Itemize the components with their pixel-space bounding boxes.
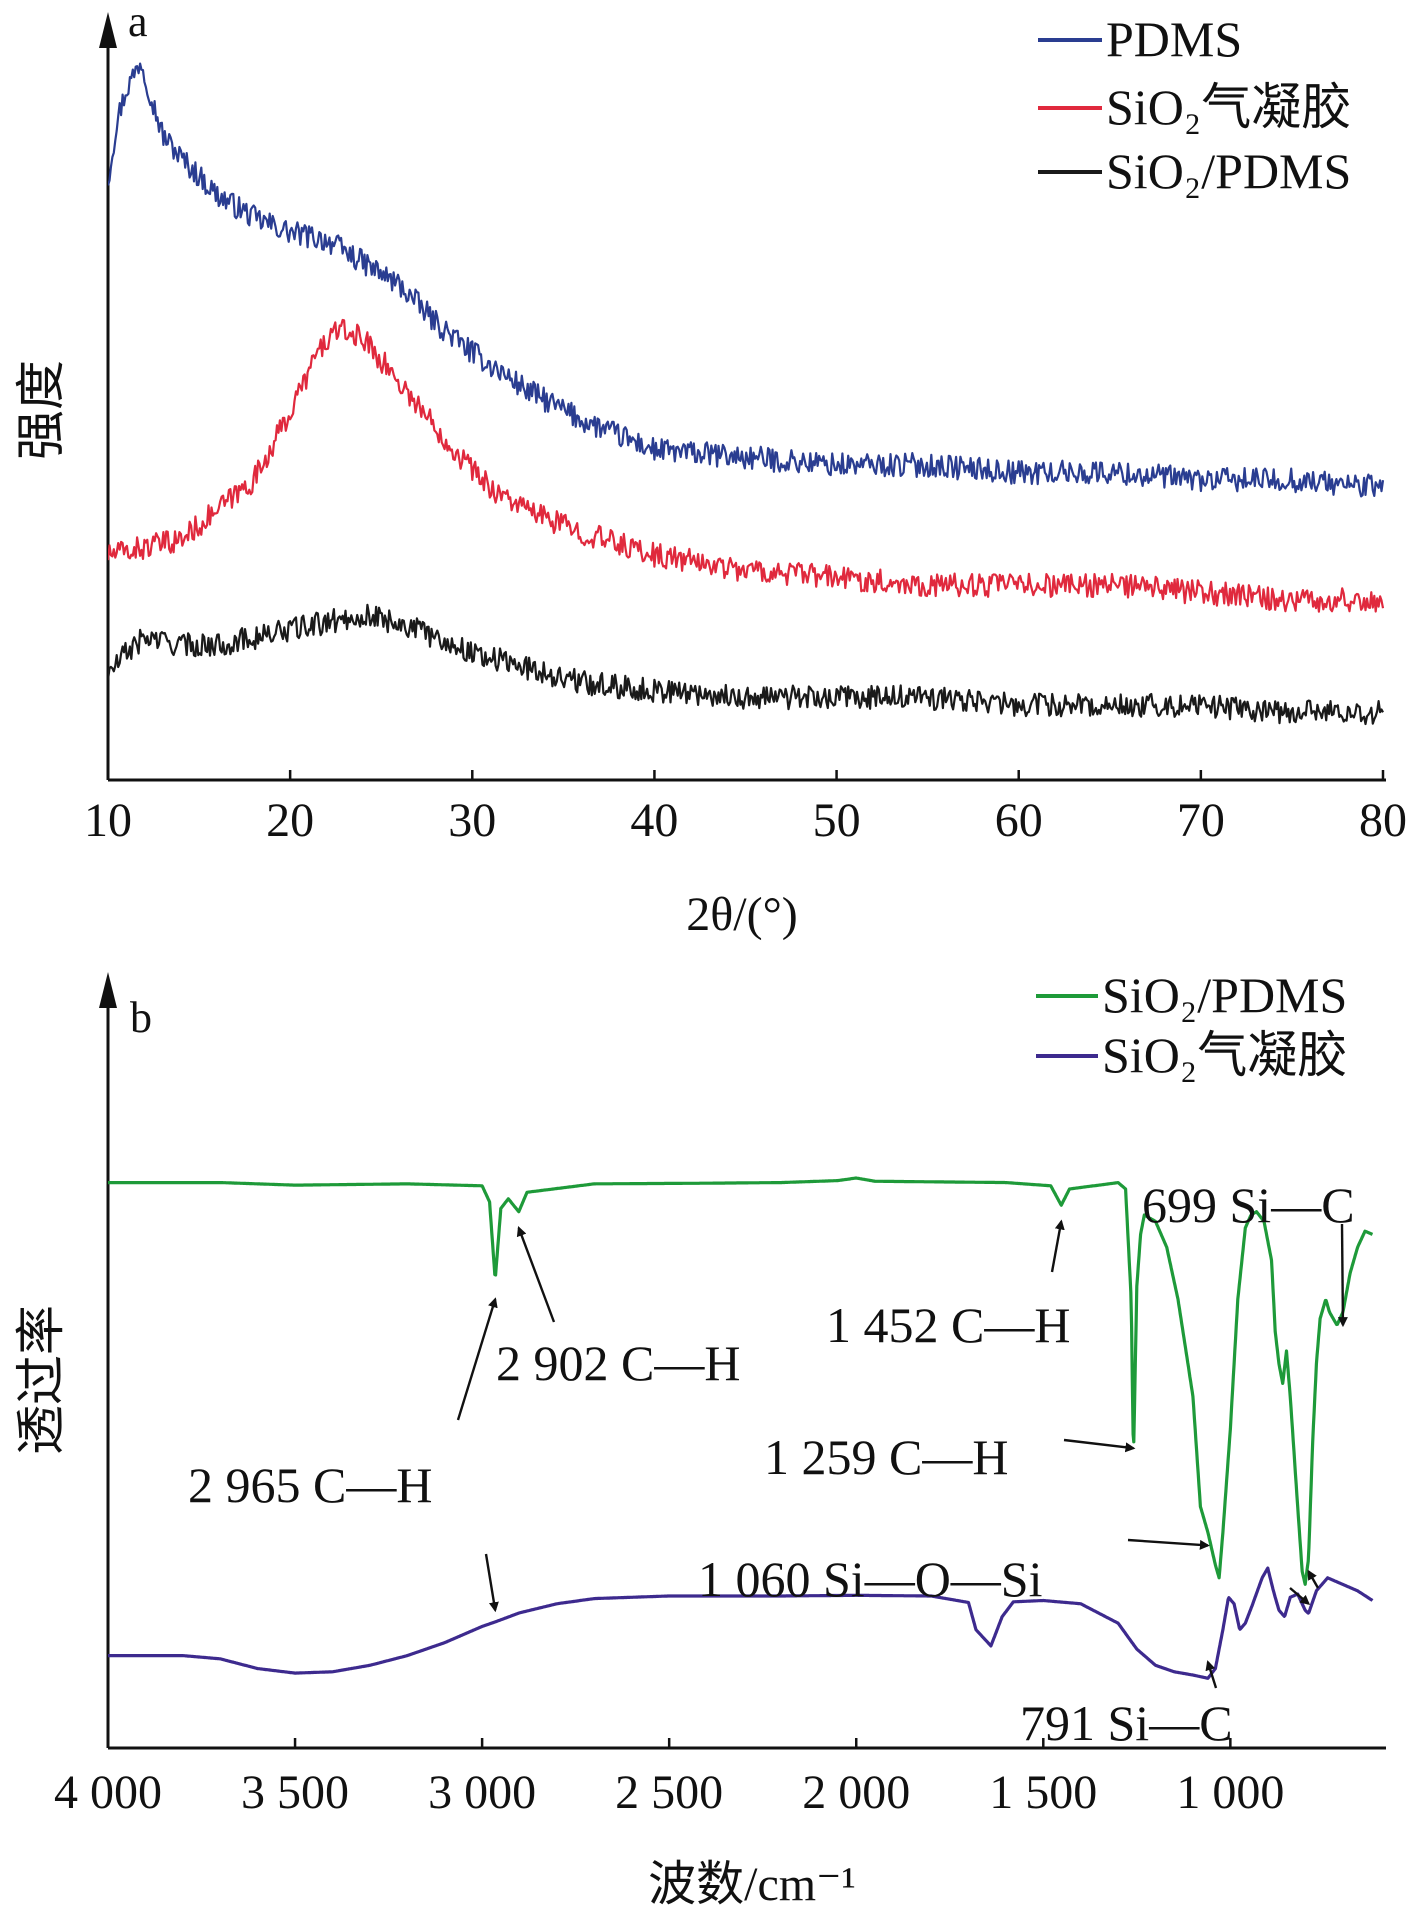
b-arrow-8 bbox=[1307, 1569, 1320, 1589]
b-x-tick-label-4: 2 000 bbox=[802, 1766, 910, 1819]
b-x-tick-label-0: 4 000 bbox=[54, 1766, 162, 1819]
a-legend-label-2: SiO₂/PDMS bbox=[1106, 143, 1351, 199]
a-series-line-1 bbox=[108, 318, 1385, 613]
a-x-tick-label-6: 70 bbox=[1177, 794, 1225, 847]
b-x-ticks: 4 000 3 500 3 000 2 500 2 000 1 500 1 000 bbox=[54, 1738, 1284, 1819]
b-arrow-4 bbox=[1063, 1438, 1136, 1453]
b-arrow-0 bbox=[456, 1297, 498, 1421]
b-arrow-9 bbox=[1289, 1587, 1311, 1606]
b-arrow-7 bbox=[1337, 1223, 1348, 1328]
annotation-1259: 1 259 C—H bbox=[764, 1429, 1008, 1485]
a-legend: PDMS SiO₂气凝胶 SiO₂/PDMS bbox=[1038, 11, 1351, 199]
annotation-1452: 1 452 C—H bbox=[826, 1297, 1070, 1353]
a-x-ticks: 10 20 30 40 50 60 70 80 bbox=[84, 770, 1407, 847]
a-legend-label-1: SiO₂气凝胶 bbox=[1106, 79, 1351, 135]
b-series-line-0 bbox=[108, 1176, 1374, 1586]
a-x-tick-label-1: 20 bbox=[266, 794, 314, 847]
a-legend-label-0: PDMS bbox=[1106, 11, 1242, 67]
a-x-tick-label-2: 30 bbox=[448, 794, 496, 847]
b-legend: SiO₂/PDMS SiO₂气凝胶 bbox=[1036, 967, 1347, 1083]
a-x-tick-label-7: 80 bbox=[1359, 794, 1407, 847]
b-series-group bbox=[108, 1176, 1374, 1680]
b-series-line-1 bbox=[108, 1566, 1374, 1680]
panel-b: b 4 000 3 500 3 000 2 500 2 000 1 500 1 000 波数… bbox=[13, 967, 1386, 1911]
annotation-2902: 2 902 C—H bbox=[496, 1335, 740, 1391]
b-y-axis-arrow bbox=[99, 972, 117, 1008]
b-legend-label-0: SiO₂/PDMS bbox=[1102, 967, 1347, 1023]
a-y-axis-arrow bbox=[99, 12, 117, 48]
b-x-tick-label-6: 1 000 bbox=[1176, 1766, 1284, 1819]
a-series-group bbox=[108, 62, 1385, 726]
b-arrow-3 bbox=[1050, 1219, 1065, 1273]
b-y-axis-label: 透过率 bbox=[13, 1305, 69, 1455]
a-x-tick-label-4: 50 bbox=[813, 794, 861, 847]
a-y-axis-label: 强度 bbox=[13, 360, 69, 460]
a-x-tick-label-5: 60 bbox=[995, 794, 1043, 847]
b-arrow-1 bbox=[484, 1553, 499, 1613]
b-legend-label-1: SiO₂气凝胶 bbox=[1102, 1027, 1347, 1083]
annotation-2965: 2 965 C—H bbox=[188, 1457, 432, 1513]
b-panel-label: b bbox=[130, 993, 152, 1042]
a-x-axis-label: 2θ/(°) bbox=[686, 888, 798, 941]
b-x-tick-label-5: 1 500 bbox=[989, 1766, 1097, 1819]
annotation-699: 699 Si—C bbox=[1142, 1177, 1355, 1233]
panel-a: a 10 20 30 40 50 60 70 80 2θ/(°) 强度 PDMS SiO₂气凝… bbox=[13, 0, 1407, 941]
b-x-tick-label-2: 3 000 bbox=[428, 1766, 536, 1819]
b-arrows bbox=[456, 1219, 1348, 1689]
b-x-axis-label: 波数/cm⁻¹ bbox=[648, 1858, 856, 1911]
b-x-tick-label-1: 3 500 bbox=[241, 1766, 349, 1819]
a-series-line-2 bbox=[108, 603, 1384, 726]
b-x-tick-label-3: 2 500 bbox=[615, 1766, 723, 1819]
a-x-tick-label-0: 10 bbox=[84, 794, 132, 847]
b-arrow-2 bbox=[516, 1226, 556, 1323]
b-arrow-6 bbox=[1205, 1660, 1218, 1689]
a-series-line-0 bbox=[108, 62, 1385, 498]
a-panel-label: a bbox=[128, 0, 148, 46]
b-arrow-5 bbox=[1127, 1538, 1210, 1550]
b-annotations: 2 965 C—H 2 902 C—H 1 452 C—H 1 259 C—H … bbox=[188, 1177, 1355, 1751]
annotation-1060: 1 060 Si—O—Si bbox=[698, 1551, 1043, 1607]
annotation-791: 791 Si—C bbox=[1020, 1695, 1233, 1751]
a-x-tick-label-3: 40 bbox=[630, 794, 678, 847]
